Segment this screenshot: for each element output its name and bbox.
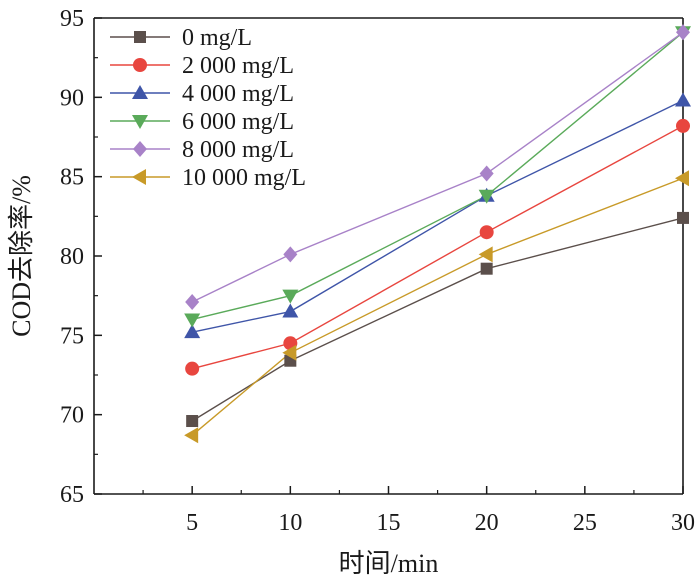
data-point-marker bbox=[282, 303, 299, 318]
data-point-marker bbox=[282, 344, 297, 361]
legend-label: 8 000 mg/L bbox=[182, 137, 294, 163]
legend-swatch-marker bbox=[133, 58, 147, 72]
data-point-marker bbox=[677, 211, 689, 224]
data-point-marker bbox=[676, 118, 690, 133]
x-tick-label: 30 bbox=[671, 510, 695, 536]
data-point-marker bbox=[184, 313, 201, 328]
legend-label: 4 000 mg/L bbox=[182, 81, 294, 107]
y-axis-label: COD去除率/% bbox=[7, 175, 36, 337]
data-point-marker bbox=[479, 165, 494, 182]
legend: 0 mg/L2 000 mg/L4 000 mg/L6 000 mg/L8 00… bbox=[110, 25, 306, 191]
legend-swatch-marker bbox=[132, 115, 148, 129]
series-line-1 bbox=[191, 125, 684, 370]
x-tick-label: 25 bbox=[573, 510, 597, 536]
y-tick-label: 70 bbox=[60, 403, 84, 429]
data-point-marker bbox=[478, 246, 493, 263]
axes: 5 10 15 20 25 30 65 70 75 80 85 90 95 bbox=[60, 6, 695, 536]
legend-swatch-marker bbox=[132, 169, 146, 185]
x-tick-label: 15 bbox=[377, 510, 401, 536]
data-point-marker bbox=[185, 361, 200, 376]
data-point-marker bbox=[479, 225, 494, 240]
y-tick-label: 85 bbox=[60, 165, 84, 191]
data-point-marker bbox=[283, 246, 298, 263]
series-line-4 bbox=[191, 31, 684, 303]
legend-label: 0 mg/L bbox=[182, 25, 252, 51]
series-line-3 bbox=[192, 31, 684, 321]
y-tick-label: 90 bbox=[60, 85, 84, 111]
y-tick-label: 95 bbox=[60, 6, 84, 32]
legend-label: 10 000 mg/L bbox=[182, 165, 306, 191]
series-line-2 bbox=[192, 99, 684, 333]
data-point-marker bbox=[282, 289, 299, 304]
series-lines bbox=[191, 31, 684, 436]
legend-swatch-marker bbox=[134, 31, 146, 43]
x-tick-label: 5 bbox=[186, 510, 198, 536]
data-point-marker bbox=[675, 92, 691, 107]
x-tick-label: 20 bbox=[475, 510, 499, 536]
data-point-marker bbox=[480, 262, 493, 275]
x-tick-label: 10 bbox=[278, 510, 302, 536]
data-point-marker bbox=[676, 24, 690, 41]
legend-swatch-marker bbox=[132, 85, 148, 99]
series-line-0 bbox=[191, 217, 684, 422]
x-axis-label: 时间/min bbox=[339, 549, 439, 578]
data-point-marker bbox=[184, 427, 199, 444]
data-point-marker bbox=[185, 294, 200, 311]
data-point-marker bbox=[478, 189, 495, 204]
y-tick-label: 75 bbox=[60, 323, 84, 349]
legend-label: 2 000 mg/L bbox=[182, 53, 294, 79]
legend-swatch-marker bbox=[133, 141, 147, 157]
series-line-5 bbox=[191, 177, 684, 436]
y-tick-label: 65 bbox=[60, 482, 84, 508]
data-point-marker bbox=[184, 324, 201, 339]
data-point-marker bbox=[186, 415, 199, 428]
legend-label: 6 000 mg/L bbox=[182, 109, 294, 135]
y-tick-label: 80 bbox=[60, 244, 84, 270]
data-point-marker bbox=[675, 170, 689, 187]
series-markers bbox=[184, 24, 691, 444]
